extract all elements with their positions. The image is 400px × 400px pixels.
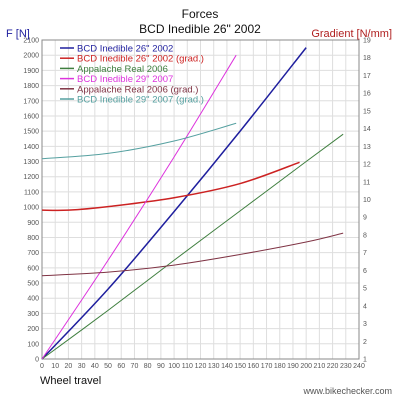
x-tick-label: 0 [40,363,44,370]
y2-axis-title: Gradient [N/mm] [311,28,392,40]
x-tick-label: 180 [274,363,286,370]
legend-entry: BCD Inedible 29" 2007 [77,74,173,85]
watermark: www.bikechecker.com [302,386,392,396]
series-line-3 [41,133,344,360]
x-tick-label: 100 [168,363,180,370]
y-tick-labels: 0 100 200 300 400 500 600 700 800 900 1000 1100 1200… [23,38,39,364]
y2-tick-label: 17 [363,73,371,80]
x-tick-label: 210 [314,363,326,370]
y2-tick-label: 7 [363,250,367,257]
plot-frame [41,39,360,360]
x-tick-label: 220 [327,363,339,370]
y-tick-label: 1100 [24,189,39,196]
y-tick-label: 1200 [23,174,39,181]
y-tick-label: 2000 [23,53,39,60]
y2-tick-label: 4 [363,303,367,310]
series-line-6 [41,122,237,160]
y-tick-label: 0 [35,357,39,364]
y2-tick-label: 8 [363,232,367,239]
y-tick-label: 1700 [23,98,39,105]
x-tick-label: 110 [182,363,193,370]
y-tick-label: 900 [27,220,39,227]
x-tick-label: 190 [287,363,299,370]
legend-entry: BCD Inedible 29" 2007 (grad.) [77,95,204,106]
x-tick-label: 240 [353,363,365,370]
y-tick-label: 2100 [23,38,39,45]
series-line-4 [41,54,237,360]
y2-tick-label: 5 [363,286,367,293]
y2-tick-label: 11 [363,179,370,186]
y2-tick-label: 13 [363,144,371,151]
x-tick-label: 230 [340,363,352,370]
x-tick-label: 40 [91,363,99,370]
x-tick-labels: 0 10 20 30 40 50 60 70 80 90 100 110 120 130 140 150 160… [40,363,365,370]
y-tick-label: 1000 [23,205,39,212]
y-tick-label: 500 [27,281,39,288]
x-tick-label: 90 [157,363,165,370]
legend-entry: BCD Inedible 26" 2002 (grad.) [77,54,204,65]
y2-tick-label: 16 [363,91,371,98]
y2-tick-label: 1 [363,357,367,364]
x-tick-label: 140 [221,363,233,370]
series-line-1 [41,47,307,360]
y-tick-label: 600 [27,265,39,272]
y-tick-label: 1900 [23,68,39,75]
x-tick-label: 130 [208,363,220,370]
y-tick-label: 1800 [23,83,39,90]
y-tick-label: 200 [27,326,39,333]
y-tick-label: 1300 [23,159,39,166]
y2-tick-label: 6 [363,268,367,275]
chart-title: Forces [182,7,219,21]
legend-entry: Appalache Real 2006 (grad.) [77,84,198,95]
y2-tick-label: 10 [363,197,371,204]
x-tick-label: 20 [65,363,73,370]
series-line-5 [41,232,344,277]
x-tick-label: 120 [195,363,207,370]
series-lines [41,47,344,360]
x-tick-label: 70 [131,363,139,370]
x-tick-label: 150 [234,363,246,370]
y-tick-label: 1400 [23,144,39,151]
x-tick-label: 50 [104,363,112,370]
y-tick-label: 800 [27,235,39,242]
y-tick-label: 1600 [23,113,39,120]
x-tick-label: 200 [300,363,312,370]
y2-tick-label: 14 [363,126,371,133]
y2-tick-label: 19 [363,38,371,45]
y2-tick-label: 15 [363,108,371,115]
y2-tick-label: 3 [363,321,367,328]
series-line-2 [41,161,300,212]
y2-tick-label: 12 [363,162,371,169]
y-tick-label: 100 [27,341,39,348]
y2-tick-label: 2 [363,339,367,346]
x-tick-label: 80 [144,363,152,370]
x-tick-label: 10 [51,363,59,370]
y-axis-title: F [N] [6,28,30,40]
legend-entry: BCD Inedible 26" 2002 [77,44,173,55]
y-tick-label: 300 [27,311,39,318]
y2-tick-label: 9 [363,215,367,222]
y2-tick-label: 18 [363,55,371,62]
legend-entry: Appalache Real 2006 [77,64,168,75]
x-tick-label: 60 [117,363,125,370]
y-tick-label: 400 [27,296,39,303]
x-axis-title: Wheel travel [40,375,101,387]
x-tick-label: 160 [247,363,259,370]
y-tick-label: 700 [27,250,39,257]
chart-subtitle: BCD Inedible 26" 2002 [139,22,261,36]
y-tick-label: 1500 [23,129,39,136]
x-tick-label: 30 [78,363,86,370]
x-tick-label: 170 [261,363,273,370]
